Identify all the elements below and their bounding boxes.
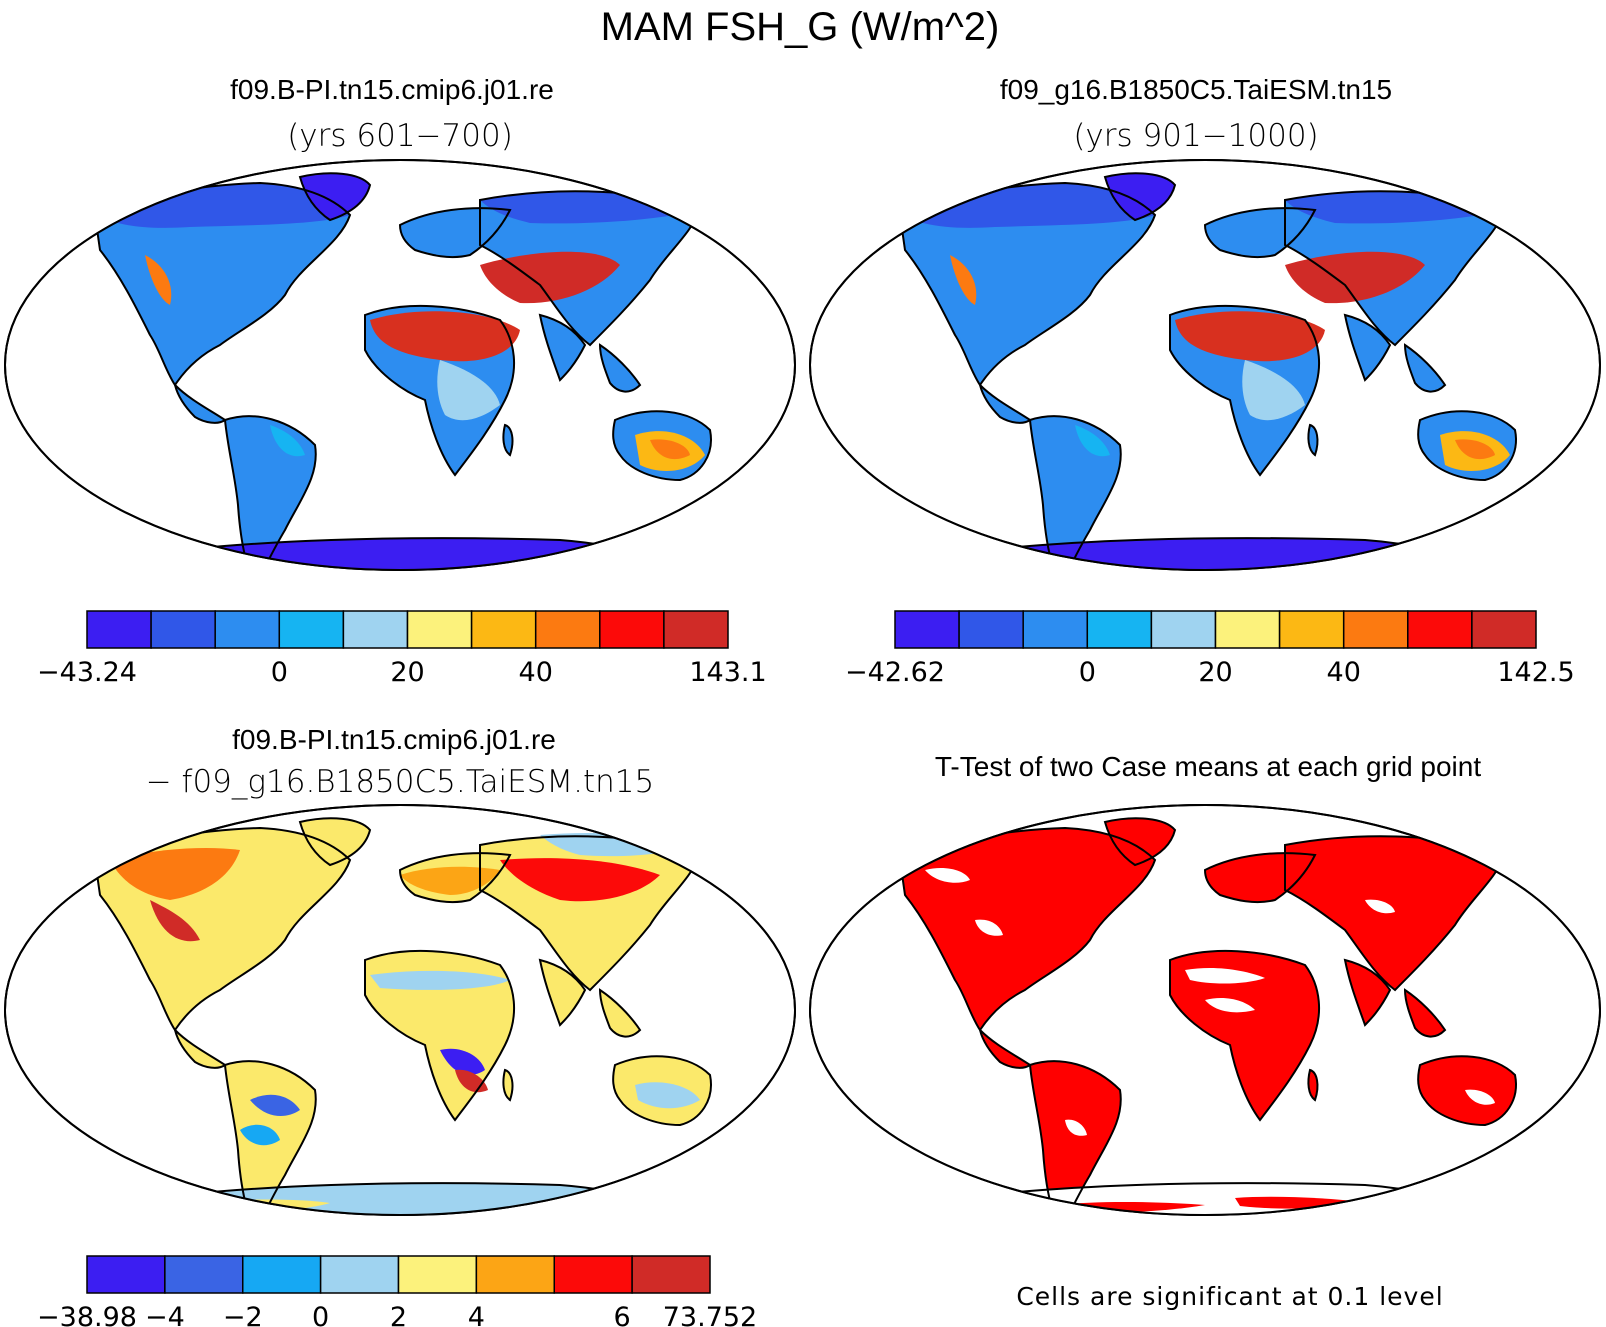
case1-arabia-asia [480, 251, 620, 304]
ttest-title: T-Test of two Case means at each grid po… [935, 751, 1481, 782]
diff-colorbar-swatch [86, 1255, 166, 1294]
case1-colorbar-swatch [406, 610, 473, 649]
case1-colorbar-label: 40 [519, 657, 553, 688]
diff-map [4, 804, 796, 1216]
case2-colorbar-label: 0 [1079, 657, 1096, 688]
case2-arabia-asia [1285, 251, 1425, 304]
panel-diff: f09.B-PI.tn15.cmip6.j01.re − f09_g16.B18… [4, 724, 796, 1327]
case1-years: (yrs 601−700) [287, 118, 513, 154]
case1-colorbar-swatch [534, 610, 601, 649]
case1-colorbar-label: 143.1 [689, 657, 766, 688]
case2-years: (yrs 901−1000) [1073, 118, 1318, 154]
diff-colorbar-label: −4 [145, 1302, 185, 1327]
case2-colorbar-swatch [1214, 610, 1281, 649]
diff-colorbar-swatch [242, 1255, 322, 1294]
diff-colorbar-swatch [164, 1255, 244, 1294]
panel-case1: f09.B-PI.tn15.cmip6.j01.re (yrs 601−700) [4, 74, 796, 688]
ttest-note: Cells are significant at 0.1 level [1016, 1282, 1443, 1311]
case2-colorbar-swatch [1278, 610, 1345, 649]
case1-colorbar: −43.24 0 20 40 143.1 [37, 610, 767, 688]
ttest-map [809, 804, 1601, 1216]
diff-colorbar-swatch [319, 1255, 400, 1294]
diff-colorbar-label: −2 [223, 1302, 263, 1327]
case2-colorbar-swatch [1150, 610, 1217, 649]
case2-colorbar-label: −42.62 [845, 657, 945, 688]
case1-colorbar-label: 20 [390, 657, 424, 688]
case1-colorbar-swatch [86, 610, 152, 649]
case2-colorbar: −42.62 0 20 40 142.5 [845, 610, 1575, 688]
case1-sahara [370, 311, 520, 362]
case1-name: f09.B-PI.tn15.cmip6.j01.re [230, 74, 554, 105]
case2-colorbar-swatch [1086, 610, 1153, 649]
case2-colorbar-label: 142.5 [1497, 657, 1574, 688]
case1-colorbar-label: 0 [271, 657, 288, 688]
case2-colorbar-swatch [1342, 610, 1409, 649]
figure-title: MAM FSH_G (W/m^2) [601, 5, 1000, 49]
case1-colorbar-swatch [342, 610, 409, 649]
diff-colorbar-swatch [397, 1255, 478, 1294]
case1-colorbar-swatch [599, 610, 665, 649]
case2-colorbar-swatch [958, 610, 1024, 649]
case2-colorbar-label: 40 [1327, 657, 1361, 688]
case1-colorbar-swatch [663, 610, 729, 649]
case2-colorbar-swatch [1471, 610, 1537, 649]
diff-colorbar-swatch [631, 1255, 711, 1294]
panel-case2: f09_g16.B1850C5.TaiESM.tn15 (yrs 901−100… [809, 74, 1601, 688]
diff-colorbar-label: 73.752 [663, 1302, 757, 1327]
diff-colorbar-label: 6 [614, 1302, 631, 1327]
case1-colorbar-swatch [214, 610, 281, 649]
case1-colorbar-swatch [278, 610, 345, 649]
case2-colorbar-swatch [894, 610, 960, 649]
case1-colorbar-label: −43.24 [37, 657, 137, 688]
diff-colorbar-swatch [553, 1255, 633, 1294]
case2-name: f09_g16.B1850C5.TaiESM.tn15 [1000, 74, 1392, 105]
case2-colorbar-swatch [1022, 610, 1089, 649]
diff-colorbar-label: −38.98 [37, 1302, 137, 1327]
diff-colorbar-swatch [475, 1255, 555, 1294]
case1-map [4, 159, 796, 571]
case2-sahara [1175, 311, 1325, 362]
case2-colorbar-label: 20 [1198, 657, 1232, 688]
panel-ttest: T-Test of two Case means at each grid po… [809, 751, 1601, 1311]
diff-colorbar-label: 2 [390, 1302, 407, 1327]
diff-line1: f09.B-PI.tn15.cmip6.j01.re [232, 724, 556, 755]
diff-colorbar-label: 0 [312, 1302, 329, 1327]
case1-colorbar-swatch [150, 610, 216, 649]
diff-colorbar: −38.98 −4 −2 0 2 4 6 73.752 [37, 1255, 757, 1327]
case2-colorbar-swatch [1407, 610, 1473, 649]
diff-colorbar-label: 4 [468, 1302, 485, 1327]
case1-colorbar-swatch [470, 610, 537, 649]
case2-map [809, 159, 1601, 571]
diff-line2: − f09_g16.B1850C5.TaiESM.tn15 [146, 764, 655, 800]
